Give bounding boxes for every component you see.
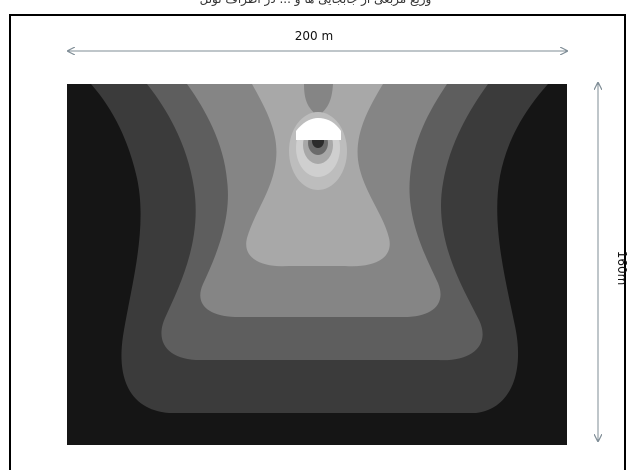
top-caption-text: وزیع مربعی از جابجایی ها و ... در اطراف …	[0, 0, 631, 8]
height-dimension-label: 160m	[615, 251, 629, 286]
tunnel-opening	[296, 118, 341, 140]
contour-lobe-top	[304, 84, 333, 116]
height-dimension: 160m	[598, 82, 629, 442]
contour-plot	[67, 84, 567, 445]
width-dimension: 200 m	[67, 29, 568, 51]
width-dimension-label: 200 m	[295, 29, 333, 43]
